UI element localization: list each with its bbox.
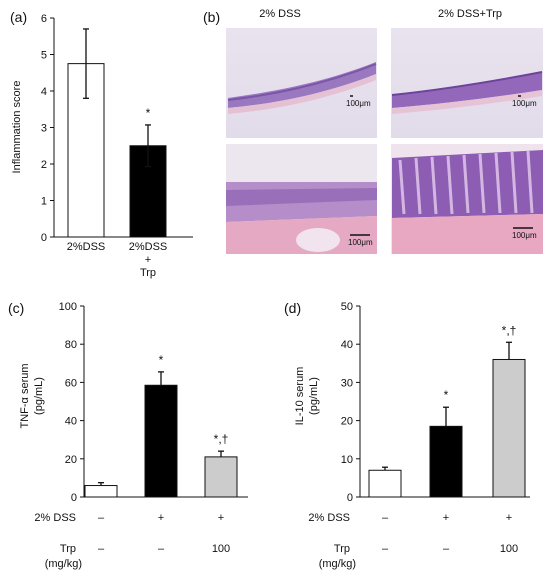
panel-d-y-axis-label-line1: IL-10 serum: [294, 367, 306, 426]
histology-image-dss-trp-low: 100μm: [391, 28, 543, 138]
y-tick-label: 100: [59, 301, 77, 313]
y-tick-label: 40: [65, 416, 77, 428]
significance-marker: *,†: [214, 432, 229, 446]
condition-value: +: [443, 512, 449, 524]
y-tick-label: 0: [41, 232, 47, 244]
significance-marker: *: [444, 388, 449, 402]
bar: [84, 485, 118, 498]
panel-b-label: (b): [203, 9, 220, 25]
histology-image-dss-high: 100μm: [226, 144, 377, 254]
scale-bar-label: 100μm: [512, 99, 537, 108]
condition-label: Trp: [60, 543, 76, 555]
y-tick-label: 10: [341, 454, 353, 466]
significance-marker: *,†: [502, 323, 517, 337]
condition-value: –: [98, 543, 105, 555]
panel-c-y-axis-label-line1: TNF-α serum: [19, 363, 31, 428]
histology-image-dss-low: 100μm: [226, 28, 377, 138]
category-label: 2%DSS: [67, 241, 106, 253]
scale-bar-label: 100μm: [512, 231, 537, 240]
y-tick-label: 6: [41, 13, 47, 25]
y-tick-label: 2: [41, 159, 47, 171]
scale-bar-label: 100μm: [348, 238, 373, 247]
histology-column-title-dss-trp: 2% DSS+Trp: [438, 8, 502, 20]
bar: [492, 358, 526, 498]
bar: [129, 145, 167, 238]
y-tick-label: 20: [65, 454, 77, 466]
condition-value: +: [158, 512, 164, 524]
panel-d-conditions: 2% DSS – + + Trp (mg/kg) – – 100: [308, 512, 518, 570]
condition-value: –: [382, 543, 389, 555]
condition-value: –: [382, 512, 389, 524]
y-tick-label: 1: [41, 196, 47, 208]
panel-a-y-axis-label: Inflammation score: [11, 81, 23, 174]
condition-label: Trp: [334, 543, 350, 555]
category-label: +: [145, 254, 151, 266]
condition-value: –: [158, 543, 165, 555]
panel-a-y-axis: 0 1 2 3 4 5 6: [41, 13, 193, 244]
panel-b: (b) 2% DSS 2% DSS+Trp 100μm 100μm: [203, 8, 543, 254]
condition-sublabel: (mg/kg): [319, 558, 356, 570]
significance-marker: *: [159, 353, 164, 367]
condition-sublabel: (mg/kg): [45, 558, 82, 570]
bar: [368, 469, 402, 498]
y-tick-label: 0: [71, 492, 77, 504]
panel-c-bars: * *,†: [84, 353, 238, 498]
y-tick-label: 5: [41, 50, 47, 62]
panel-a-bars: *: [67, 28, 167, 238]
y-tick-label: 0: [347, 492, 353, 504]
condition-value: +: [506, 512, 512, 524]
significance-marker: *: [146, 106, 151, 120]
y-tick-label: 80: [65, 339, 77, 351]
histology-image-dss-trp-high: 100μm: [391, 144, 543, 254]
panel-d-label: (d): [284, 300, 301, 316]
condition-value: 100: [500, 543, 518, 555]
y-tick-label: 3: [41, 123, 47, 135]
y-tick-label: 20: [341, 416, 353, 428]
panel-c-conditions: 2% DSS – + + Trp (mg/kg) – – 100: [34, 512, 230, 570]
y-tick-label: 60: [65, 377, 77, 389]
scale-bar-label: 100μm: [346, 99, 371, 108]
panel-c-y-axis-label-line2: (pg/mL): [33, 377, 45, 415]
panel-c: (c) 0 20 40 60 80 100 * *,† 2% DSS – + + Trp (mg/kg…: [8, 300, 248, 570]
bar: [204, 456, 238, 498]
panel-c-label: (c): [8, 300, 24, 316]
condition-value: –: [443, 543, 450, 555]
condition-value: +: [218, 512, 224, 524]
panel-d-y-axis-label-line2: (pg/mL): [308, 377, 320, 415]
condition-label: 2% DSS: [308, 512, 350, 524]
panel-a-label: (a): [10, 9, 27, 25]
y-tick-label: 40: [341, 339, 353, 351]
category-label: Trp: [140, 267, 156, 279]
y-tick-label: 4: [41, 86, 47, 98]
histology-column-title-dss: 2% DSS: [259, 8, 301, 20]
condition-value: 100: [212, 543, 230, 555]
y-tick-label: 30: [341, 377, 353, 389]
panel-a-categories: 2%DSS 2%DSS+Trp: [67, 241, 168, 279]
category-label: 2%DSS: [129, 241, 168, 253]
condition-label: 2% DSS: [34, 512, 76, 524]
panel-d-bars: * *,†: [368, 323, 526, 498]
panel-d: (d) 0 10 20 30 40 50 * *,† 2% DSS – + + Trp (mg/kg)…: [284, 300, 530, 570]
y-tick-label: 50: [341, 301, 353, 313]
condition-value: –: [98, 512, 105, 524]
bar: [144, 384, 178, 498]
bar: [429, 425, 463, 498]
